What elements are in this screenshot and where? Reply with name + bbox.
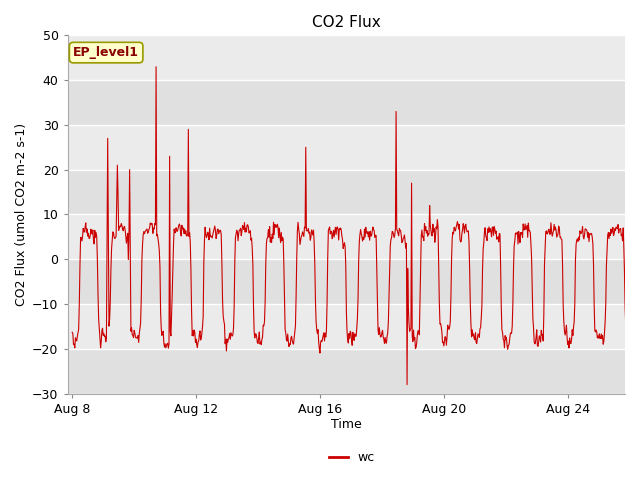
Bar — [68, 259, 625, 304]
Bar — [68, 125, 625, 170]
Bar — [68, 170, 625, 215]
Bar — [68, 36, 625, 80]
Text: EP_level1: EP_level1 — [73, 46, 139, 59]
Bar — [68, 80, 625, 125]
Bar — [68, 349, 625, 394]
Legend: wc: wc — [324, 446, 380, 469]
X-axis label: Time: Time — [331, 419, 362, 432]
Title: CO2 Flux: CO2 Flux — [312, 15, 381, 30]
Y-axis label: CO2 Flux (umol CO2 m-2 s-1): CO2 Flux (umol CO2 m-2 s-1) — [15, 123, 28, 306]
Bar — [68, 215, 625, 259]
Bar — [68, 304, 625, 349]
